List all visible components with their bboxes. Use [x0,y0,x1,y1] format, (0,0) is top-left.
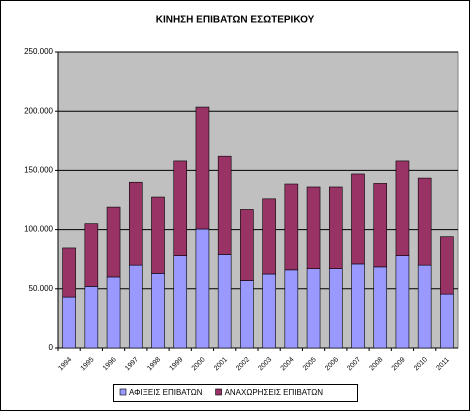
bar-segment [106,206,121,278]
bar-segment [195,228,210,349]
bar-segment [106,276,121,349]
bar-segment [128,264,143,349]
bar-segment [395,255,410,349]
bar-segment [284,183,299,271]
legend-swatch [119,388,127,396]
bar-segment [240,280,254,349]
bar-segment [417,177,432,266]
bar-segment [328,186,343,269]
y-tick-label: 200.000 [24,106,53,115]
legend-swatch [215,388,222,396]
bar-segment [240,209,254,281]
bar-segment [84,286,99,349]
bar-segment [440,293,454,349]
bar-segment [173,255,188,349]
bar-segment [306,268,321,349]
y-tick-label: 100.000 [24,225,53,234]
legend-box [113,384,358,402]
bar-segment [151,273,165,349]
legend-label: ΑΦΙΞΕΙΣ ΕΠΙΒΑΤΩΝ [129,388,203,397]
legend-label: ΑΝΑΧΩΡΗΣΕΙΣ ΕΠΙΒΑΤΩΝ [225,388,324,397]
bar-segment [440,236,454,295]
bar-segment [351,263,365,349]
bar-segment [417,264,432,349]
y-tick-label: 0 [49,343,54,352]
bar-segment [262,273,276,349]
bar-segment [62,296,76,349]
bar-segment [84,223,99,287]
bar-segment [284,269,299,349]
bar-segment [217,254,232,349]
bar-segment [128,181,143,266]
bar-segment [373,183,388,268]
bar-segment [328,268,343,349]
bar-segment [262,198,276,275]
bar-segment [306,186,321,269]
y-tick-label: 250.000 [24,47,53,56]
bar-segment [217,155,232,255]
y-tick-label: 150.000 [24,166,53,175]
chart-title: ΚΙΝΗΣΗ ΕΠΙΒΑΤΩΝ ΕΣΩΤΕΡΙΚΟΥ [156,15,315,26]
y-tick-label: 50.000 [29,284,54,293]
bar-segment [173,160,188,256]
bar-segment [151,196,165,274]
bar-segment [351,173,365,265]
bar-segment [373,266,388,349]
bar-segment [62,247,76,298]
bar-segment [195,106,210,230]
bar-segment [395,160,410,256]
